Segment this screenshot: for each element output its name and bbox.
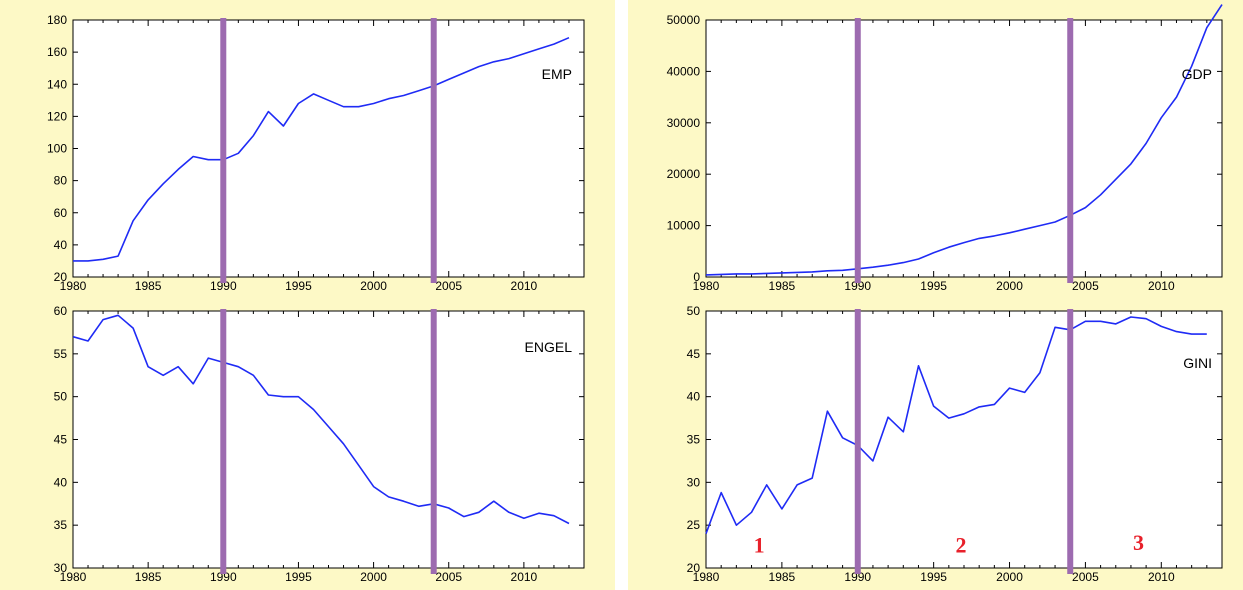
y-tick-label: 35 bbox=[54, 518, 68, 532]
gdp-series-line bbox=[705, 4, 1223, 276]
gdp-series-label: GDP bbox=[1182, 66, 1212, 82]
y-tick-label: 35 bbox=[687, 433, 701, 447]
x-tick-label: 1980 bbox=[60, 279, 87, 293]
y-tick-label: 140 bbox=[47, 77, 67, 91]
y-tick-label: 60 bbox=[54, 304, 68, 318]
x-tick-label: 1990 bbox=[210, 279, 237, 293]
x-tick-label: 2010 bbox=[1148, 570, 1175, 584]
y-tick-label: 10000 bbox=[667, 219, 701, 233]
y-tick-label: 30000 bbox=[667, 116, 701, 130]
emp-series-label: EMP bbox=[542, 66, 572, 82]
x-tick-label: 1990 bbox=[210, 570, 237, 584]
engel-plot-area bbox=[72, 310, 585, 569]
y-tick-label: 100 bbox=[47, 142, 67, 156]
y-tick-label: 25 bbox=[687, 518, 701, 532]
gini-chart: 20 25 30 35 40 45 50 1980 1985 1990 1995 2000 2005 20… bbox=[687, 304, 1223, 584]
x-tick-label: 2000 bbox=[360, 570, 387, 584]
x-tick-label: 1980 bbox=[693, 279, 720, 293]
y-tick-label: 40 bbox=[54, 475, 68, 489]
x-tick-label: 2010 bbox=[1148, 279, 1175, 293]
x-tick-label: 1990 bbox=[844, 570, 871, 584]
x-tick-label: 1985 bbox=[135, 279, 162, 293]
x-tick-label: 1995 bbox=[285, 570, 312, 584]
y-tick-label: 40 bbox=[54, 238, 68, 252]
y-tick-label: 180 bbox=[47, 13, 67, 27]
gdp-plot-area bbox=[705, 19, 1223, 278]
x-tick-label: 1985 bbox=[769, 279, 796, 293]
engel-series-label: ENGEL bbox=[525, 339, 573, 355]
x-tick-label: 1980 bbox=[60, 570, 87, 584]
x-tick-label: 1995 bbox=[285, 279, 312, 293]
y-tick-label: 0 bbox=[693, 270, 700, 284]
x-tick-label: 2000 bbox=[996, 279, 1023, 293]
y-tick-label: 60 bbox=[54, 206, 68, 220]
x-tick-label: 2005 bbox=[1072, 570, 1099, 584]
engel-chart: 30 35 40 45 50 55 60 1980 1985 1990 1995 2000 2005 20… bbox=[54, 304, 585, 584]
gini-series-line bbox=[705, 316, 1207, 534]
y-tick-label: 20 bbox=[687, 561, 701, 575]
emp-series-line bbox=[73, 36, 570, 262]
y-tick-label: 50000 bbox=[667, 13, 701, 27]
x-tick-label: 2005 bbox=[435, 279, 462, 293]
x-tick-label: 1995 bbox=[920, 279, 947, 293]
y-tick-label: 40000 bbox=[667, 64, 701, 78]
y-tick-label: 40 bbox=[687, 390, 701, 404]
y-tick-label: 160 bbox=[47, 45, 67, 59]
x-tick-label: 1980 bbox=[693, 570, 720, 584]
y-tick-label: 20000 bbox=[667, 167, 701, 181]
x-tick-label: 2010 bbox=[511, 570, 538, 584]
y-tick-label: 45 bbox=[54, 433, 68, 447]
x-tick-label: 1995 bbox=[920, 570, 947, 584]
engel-series-line bbox=[72, 314, 570, 525]
y-tick-label: 30 bbox=[54, 561, 68, 575]
emp-plot-area bbox=[72, 19, 585, 278]
x-tick-label: 2005 bbox=[1072, 279, 1099, 293]
y-tick-label: 55 bbox=[54, 347, 68, 361]
regime-label: 2 bbox=[955, 533, 966, 558]
x-tick-label: 2000 bbox=[360, 279, 387, 293]
x-tick-label: 1990 bbox=[844, 279, 871, 293]
gdp-chart: 0 10000 20000 30000 40000 50000 1980 1985 1990 19… bbox=[667, 4, 1223, 293]
gini-series-label: GINI bbox=[1183, 355, 1212, 371]
x-tick-label: 2010 bbox=[511, 279, 538, 293]
y-tick-label: 45 bbox=[687, 347, 701, 361]
x-tick-label: 2000 bbox=[996, 570, 1023, 584]
y-tick-label: 20 bbox=[54, 270, 68, 284]
x-tick-label: 2005 bbox=[435, 570, 462, 584]
y-tick-label: 50 bbox=[54, 390, 68, 404]
y-tick-label: 80 bbox=[54, 174, 68, 188]
y-tick-label: 50 bbox=[687, 304, 701, 318]
regime-label: 3 bbox=[1133, 530, 1144, 555]
regime-label: 1 bbox=[754, 533, 765, 558]
x-tick-label: 1985 bbox=[769, 570, 796, 584]
x-tick-label: 1985 bbox=[135, 570, 162, 584]
emp-chart: 20 40 60 80 100 120 140 160 180 1980 1985 1990 1995 2… bbox=[47, 13, 585, 293]
y-tick-label: 120 bbox=[47, 109, 67, 123]
y-tick-label: 30 bbox=[687, 475, 701, 489]
gini-plot-area bbox=[705, 310, 1223, 569]
